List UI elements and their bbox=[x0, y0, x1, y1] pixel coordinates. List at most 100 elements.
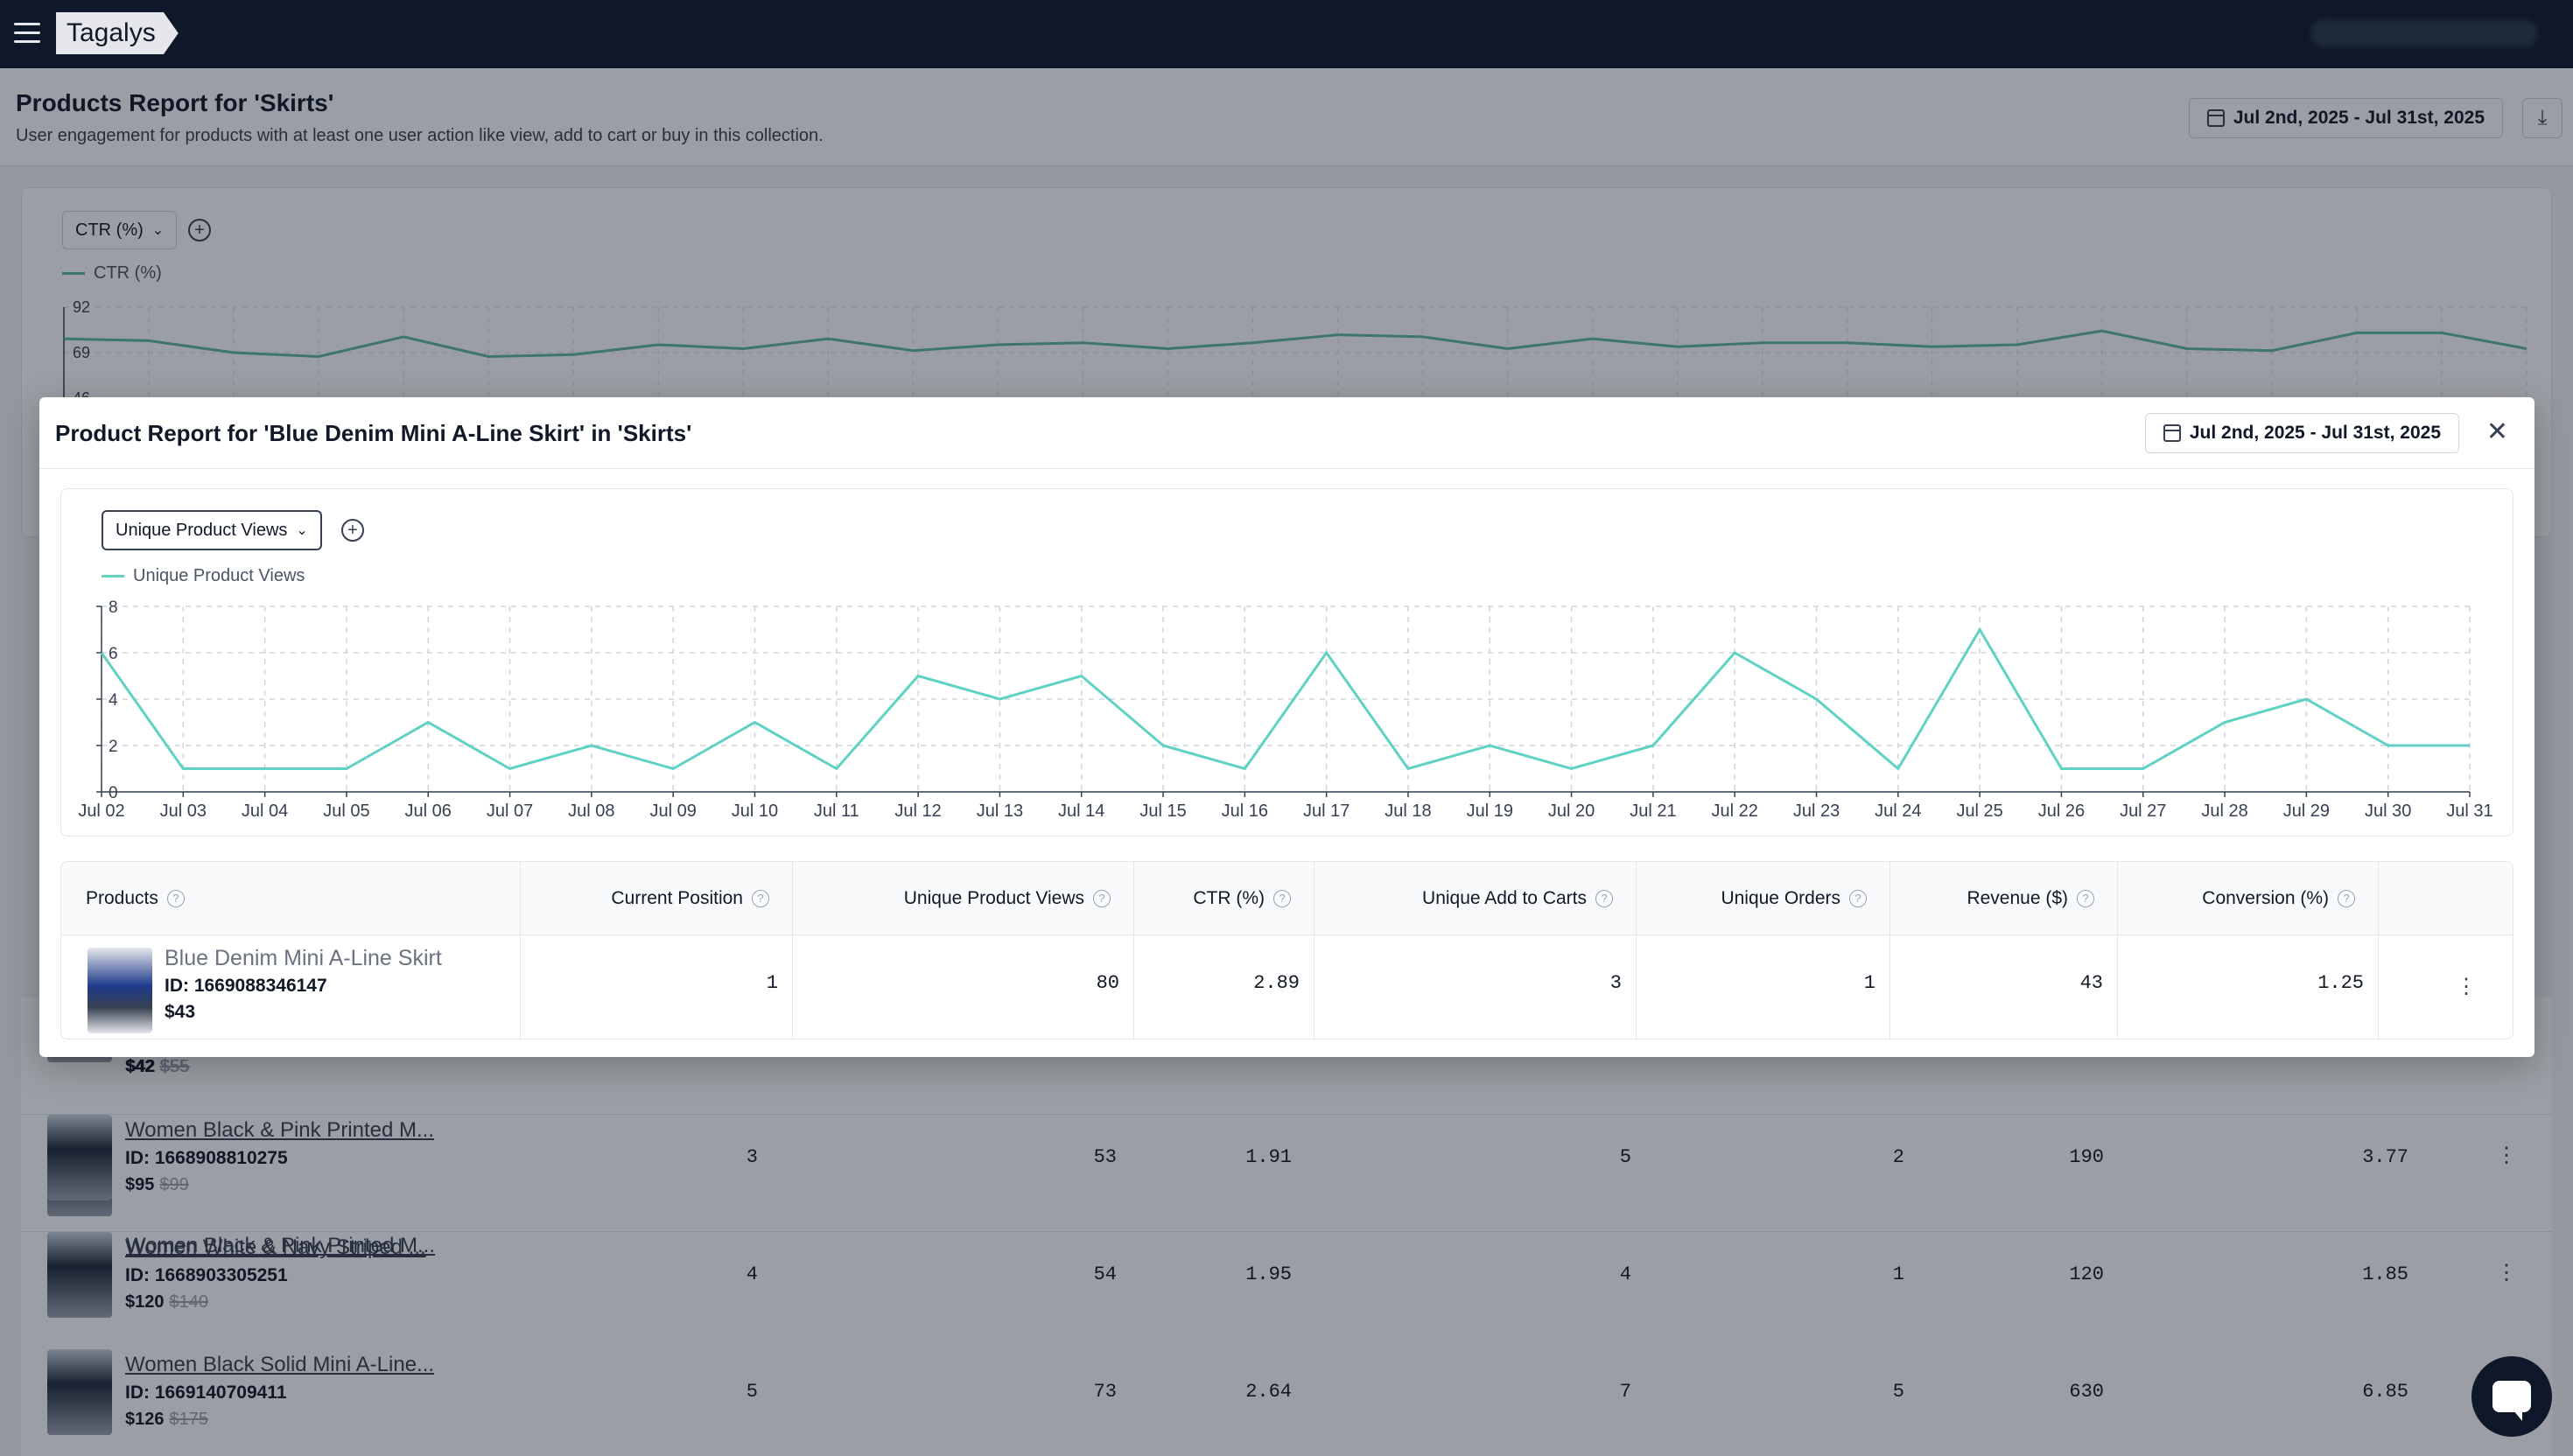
metric-select[interactable]: CTR (%) ⌄ bbox=[62, 211, 178, 249]
column-header[interactable]: Unique Product Views? bbox=[793, 862, 1134, 935]
product-name[interactable]: Blue Denim Mini A-Line Skirt bbox=[165, 946, 442, 970]
ctr-cell: 1.95 bbox=[1245, 1264, 1292, 1285]
page-header: Products Report for 'Skirts' User engage… bbox=[0, 68, 2573, 166]
column-header-label: CTR (%) bbox=[1193, 888, 1265, 908]
modal-date-range-button[interactable]: Jul 2nd, 2025 - Jul 31st, 2025 bbox=[2144, 413, 2459, 453]
product-name-link[interactable]: Women Black & Pink Printed M... bbox=[126, 1234, 436, 1257]
x-tick-label: Jul 25 bbox=[1956, 802, 2002, 821]
add-metric-icon[interactable]: + bbox=[188, 219, 211, 242]
column-header-label: Unique Product Views bbox=[903, 888, 1084, 908]
unique-views-series-line bbox=[100, 626, 2470, 771]
product-cell bbox=[61, 935, 521, 1039]
x-tick-label: Jul 21 bbox=[1630, 802, 1676, 821]
actions-cell bbox=[2379, 935, 2513, 1039]
revenue-cell: 190 bbox=[2069, 1146, 2104, 1168]
views-cell-value: 80 bbox=[1096, 972, 1119, 994]
metric-select-label: Unique Product Views bbox=[116, 520, 288, 540]
product-price: $120 $140 bbox=[125, 1292, 208, 1312]
views-cell: 54 bbox=[1093, 1264, 1117, 1285]
column-header[interactable]: Conversion (%)? bbox=[2118, 862, 2379, 935]
date-range-button[interactable]: Jul 2nd, 2025 - Jul 31st, 2025 bbox=[2188, 98, 2503, 138]
product-thumbnail[interactable] bbox=[88, 948, 152, 1033]
revenue-cell: 120 bbox=[2069, 1264, 2104, 1285]
column-header-label: Unique Add to Carts bbox=[1422, 888, 1587, 908]
column-header[interactable]: Current Position? bbox=[521, 862, 793, 935]
row-menu-icon[interactable]: ⋮ bbox=[2496, 1144, 2517, 1167]
x-tick-label: Jul 31 bbox=[2446, 802, 2492, 821]
close-icon[interactable]: ✕ bbox=[2485, 417, 2508, 446]
x-tick-label: Jul 05 bbox=[323, 802, 369, 821]
revenue-cell-value: 43 bbox=[2079, 972, 2103, 994]
column-header[interactable]: Unique Add to Carts? bbox=[1315, 862, 1637, 935]
conversion-cell-value: 1.25 bbox=[2317, 972, 2364, 994]
page-subtitle: User engagement for products with at lea… bbox=[16, 126, 824, 145]
ctr-cell-value: 2.89 bbox=[1253, 972, 1300, 994]
add-to-carts-cell: 3 bbox=[1315, 935, 1637, 1039]
orders-cell: 1 bbox=[1892, 1264, 1904, 1285]
x-tick-label: Jul 03 bbox=[160, 802, 207, 821]
chevron-down-icon: ⌄ bbox=[296, 523, 308, 538]
page-title: Products Report for 'Skirts' bbox=[16, 89, 334, 116]
y-tick-label: 8 bbox=[109, 598, 118, 617]
x-tick-label: Jul 08 bbox=[568, 802, 614, 821]
ctr-series-line bbox=[63, 329, 2527, 359]
help-icon[interactable]: ? bbox=[1849, 890, 1867, 907]
legend-label: Unique Product Views bbox=[133, 566, 305, 585]
views-cell: 73 bbox=[1093, 1381, 1117, 1403]
product-thumbnail[interactable] bbox=[47, 1115, 112, 1200]
x-tick-label: Jul 02 bbox=[78, 802, 124, 821]
x-tick-label: Jul 16 bbox=[1222, 802, 1268, 821]
column-header[interactable]: CTR (%)? bbox=[1134, 862, 1315, 935]
position-cell: 1 bbox=[521, 935, 793, 1039]
help-icon[interactable]: ? bbox=[1273, 890, 1291, 907]
calendar-icon bbox=[2163, 424, 2181, 442]
product-name-link[interactable]: Women Black Solid Mini A-Line... bbox=[125, 1353, 435, 1376]
row-menu-icon[interactable]: ⋮ bbox=[2456, 975, 2477, 998]
date-range-label: Jul 2nd, 2025 - Jul 31st, 2025 bbox=[2189, 423, 2441, 443]
download-button[interactable]: ⤓ bbox=[2522, 98, 2562, 138]
revenue-cell: 43 bbox=[1890, 935, 2118, 1039]
date-range-label: Jul 2nd, 2025 - Jul 31st, 2025 bbox=[2233, 108, 2485, 128]
help-icon[interactable]: ? bbox=[2338, 890, 2355, 907]
chat-button[interactable] bbox=[2471, 1356, 2552, 1437]
column-header[interactable]: Revenue ($)? bbox=[1890, 862, 2118, 935]
product-name-link[interactable]: Women White & Navy Striped ... bbox=[125, 1236, 426, 1259]
column-header-label: Products bbox=[86, 888, 158, 908]
x-tick-label: Jul 14 bbox=[1058, 802, 1104, 821]
product-price: $126 $175 bbox=[125, 1410, 208, 1429]
metric-select[interactable]: Unique Product Views ⌄ bbox=[102, 510, 322, 550]
x-tick-label: Jul 27 bbox=[2120, 802, 2166, 821]
add-metric-icon[interactable]: + bbox=[341, 519, 364, 542]
help-icon[interactable]: ? bbox=[166, 890, 185, 907]
x-tick-label: Jul 13 bbox=[977, 802, 1023, 821]
revenue-cell: 630 bbox=[2069, 1381, 2104, 1403]
orders-cell: 5 bbox=[1892, 1381, 1904, 1403]
product-name-link[interactable]: Women Black & Pink Printed M... bbox=[125, 1118, 435, 1142]
help-icon[interactable]: ? bbox=[1093, 890, 1111, 907]
y-tick-label: 69 bbox=[73, 344, 90, 361]
x-tick-label: Jul 29 bbox=[2283, 802, 2330, 821]
column-header-label: Unique Orders bbox=[1721, 888, 1840, 908]
column-header[interactable]: Unique Orders? bbox=[1637, 862, 1890, 935]
help-icon[interactable]: ? bbox=[1595, 890, 1613, 907]
product-thumbnail[interactable] bbox=[47, 1232, 112, 1318]
x-tick-label: Jul 06 bbox=[405, 802, 452, 821]
product-id: ID: 1668908810275 bbox=[125, 1148, 288, 1168]
ctr-cell: 2.64 bbox=[1245, 1381, 1292, 1403]
x-tick-label: Jul 09 bbox=[649, 802, 696, 821]
chat-icon bbox=[2492, 1381, 2531, 1421]
y-tick-label: 2 bbox=[109, 738, 118, 756]
x-tick-label: Jul 28 bbox=[2201, 802, 2247, 821]
column-header[interactable]: Products? bbox=[61, 862, 521, 935]
top-bar: Tagalys bbox=[0, 0, 2573, 68]
add-to-carts-cell: 7 bbox=[1619, 1381, 1631, 1403]
user-menu[interactable] bbox=[2310, 19, 2538, 47]
menu-icon[interactable] bbox=[14, 23, 40, 44]
row-menu-icon[interactable]: ⋮ bbox=[2496, 1261, 2517, 1284]
app-logo[interactable]: Tagalys bbox=[56, 12, 179, 54]
product-thumbnail[interactable] bbox=[47, 1349, 112, 1435]
help-icon[interactable]: ? bbox=[2077, 890, 2094, 907]
orders-cell: 1 bbox=[1637, 935, 1890, 1039]
help-icon[interactable]: ? bbox=[752, 890, 769, 907]
